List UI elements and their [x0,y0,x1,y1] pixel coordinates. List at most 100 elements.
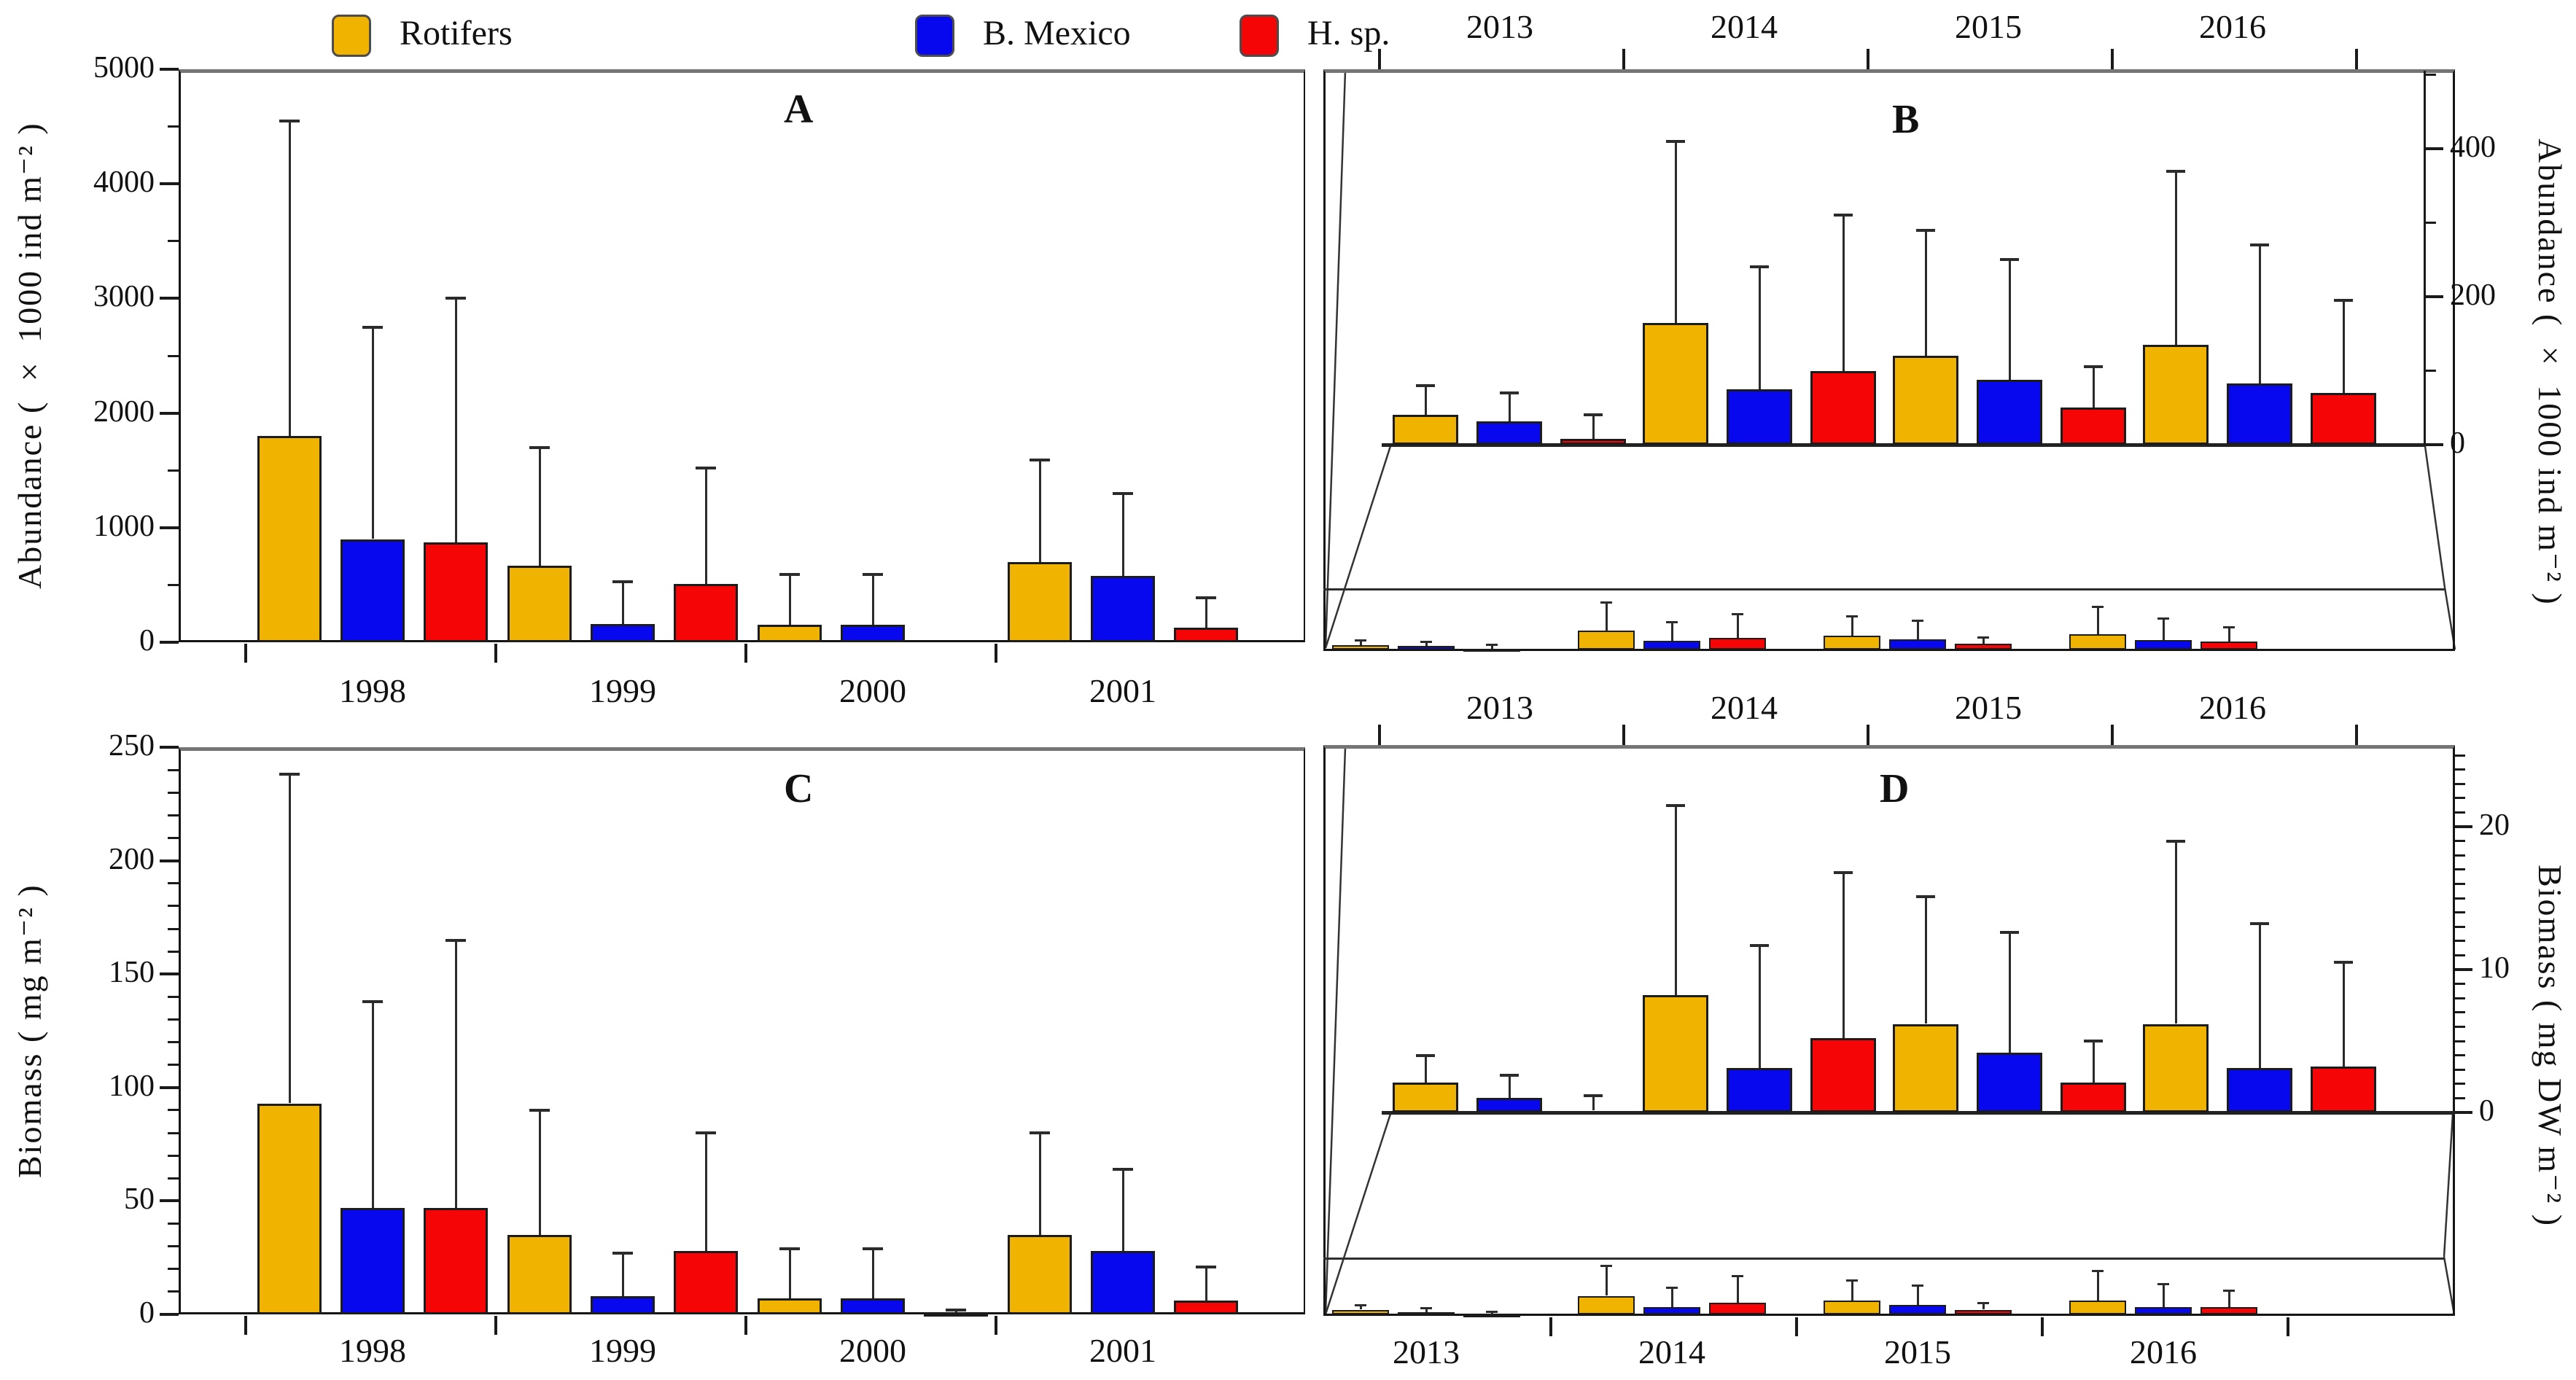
tiny-bar [1955,1309,2012,1314]
tiny-error-bar-line [1916,620,1919,640]
inset-bar-bmexico-2014 [1727,1068,1792,1112]
y-major-tick [160,68,179,71]
y-major-tick [160,182,179,186]
y-tick-label: 1000 [93,509,155,543]
y-minor-tick [168,927,179,930]
plot-box-d [1323,745,2455,1316]
legend-label-rotifers: Rotifers [400,14,513,52]
tiny-error-bar-line [1490,644,1493,649]
tiny-error-bar-line [1359,640,1362,645]
y-minor-tick [168,1131,179,1134]
y-tick-label: 0 [139,624,155,658]
bottom-x-tick [1795,1317,1798,1336]
inset-minor-tick [2455,897,2465,900]
error-bar-line [288,774,291,1104]
inset-minor-tick [2455,754,2465,757]
tiny-error-bar-cap [1912,620,1923,623]
bottom-year-label: 2015 [1884,1333,1951,1371]
x-year-label: 2000 [839,1332,906,1369]
inset-minor-tick [2455,1040,2465,1042]
tiny-error-bar-cap [2092,606,2104,609]
y-major-tick [160,972,179,976]
inset-minor-tick [2426,370,2436,372]
y-minor-tick [168,240,179,243]
tiny-error-bar-cap [2092,1270,2104,1273]
top-x-tick [2355,725,2358,745]
error-bar-line [538,447,541,566]
inset-bar-rotifers-2016 [2143,1024,2209,1112]
y-major-tick [160,526,179,529]
tiny-error-bar-line [2227,627,2230,642]
y-tick-label: 0 [139,1296,155,1330]
tiny-error-bar-line [2096,607,2099,634]
error-bar-cap [279,773,300,776]
inset-error-bar-cap [1750,265,1769,269]
plot-box-a [179,69,1305,642]
bar-rotifers-1998 [257,436,322,642]
inset-error-bar-line [1842,215,1845,371]
y-major-tick [160,1199,179,1203]
inset-error-bar-line [2092,1041,2095,1083]
error-bar-cap [1113,1167,1133,1171]
y-minor-tick [168,1290,179,1293]
top-x-tick [1867,49,1869,69]
bar-hsp-1999 [674,1250,738,1314]
error-bar-cap [445,938,466,942]
inset-minor-tick [2455,868,2465,871]
bar-bmexico-2001 [1091,1250,1155,1314]
top-x-tick [1378,725,1381,745]
bar-hsp-1998 [424,1207,488,1314]
tiny-error-bar-cap [1486,1310,1498,1313]
bar-hsp-2000 [924,1311,988,1317]
tiny-error-bar-line [1916,1285,1919,1305]
error-bar-cap [779,1247,800,1250]
tiny-error-bar-line [2162,1284,2165,1308]
inset-minor-tick [2455,925,2465,928]
tiny-bar [1955,644,2012,650]
panel-letter-d: D [1880,766,1910,811]
bar-bmexico-1998 [341,539,405,642]
inset-major-tick [2455,825,2472,828]
tiny-error-bar-cap [1732,612,1743,615]
tiny-bar [2135,640,2192,650]
inset-major-tick [2426,443,2443,446]
x-year-label: 1999 [589,1332,656,1369]
bar-bmexico-2000 [841,625,905,642]
bottom-x-tick [1549,1317,1552,1336]
inset-error-bar-cap [1416,1053,1435,1057]
y-major-tick [160,859,179,862]
error-bar-cap [863,573,883,577]
y-tick-label: 2000 [93,394,155,429]
top-year-label: 2014 [1711,689,1778,726]
x-tick [244,644,247,663]
inset-error-bar-cap [1834,214,1853,217]
y-minor-tick [168,1064,179,1067]
error-bar-line [1205,1266,1207,1301]
top-x-tick [1378,49,1381,69]
bar-rotifers-2001 [1008,562,1072,642]
y-minor-tick [168,1268,179,1271]
zoom-source-strip-line [1323,1258,2444,1260]
bar-hsp-1999 [674,583,738,642]
inset-major-tick [2426,147,2443,150]
top-year-label: 2015 [1955,8,2022,45]
inset-error-bar-cap [2166,839,2185,843]
y-major-tick [160,1313,179,1316]
tiny-bar [2069,1300,2126,1314]
inset-minor-tick [2426,74,2436,76]
y-minor-tick [168,1018,179,1021]
legend-label-bmexico: B. Mexico [983,14,1131,52]
top-x-tick [2355,49,2358,69]
inset-error-bar-cap [2084,1040,2103,1042]
top-x-tick [1622,725,1625,745]
tiny-bar [1578,631,1635,650]
tiny-error-bar-line [1425,642,1428,646]
y-minor-tick [168,1041,179,1044]
bar-rotifers-2000 [758,625,822,642]
tiny-bar [1578,1295,1635,1314]
error-bar-cap [529,1108,550,1112]
x-tick [995,1316,997,1335]
tiny-error-bar-cap [1420,640,1432,643]
tiny-bar [1332,644,1389,650]
